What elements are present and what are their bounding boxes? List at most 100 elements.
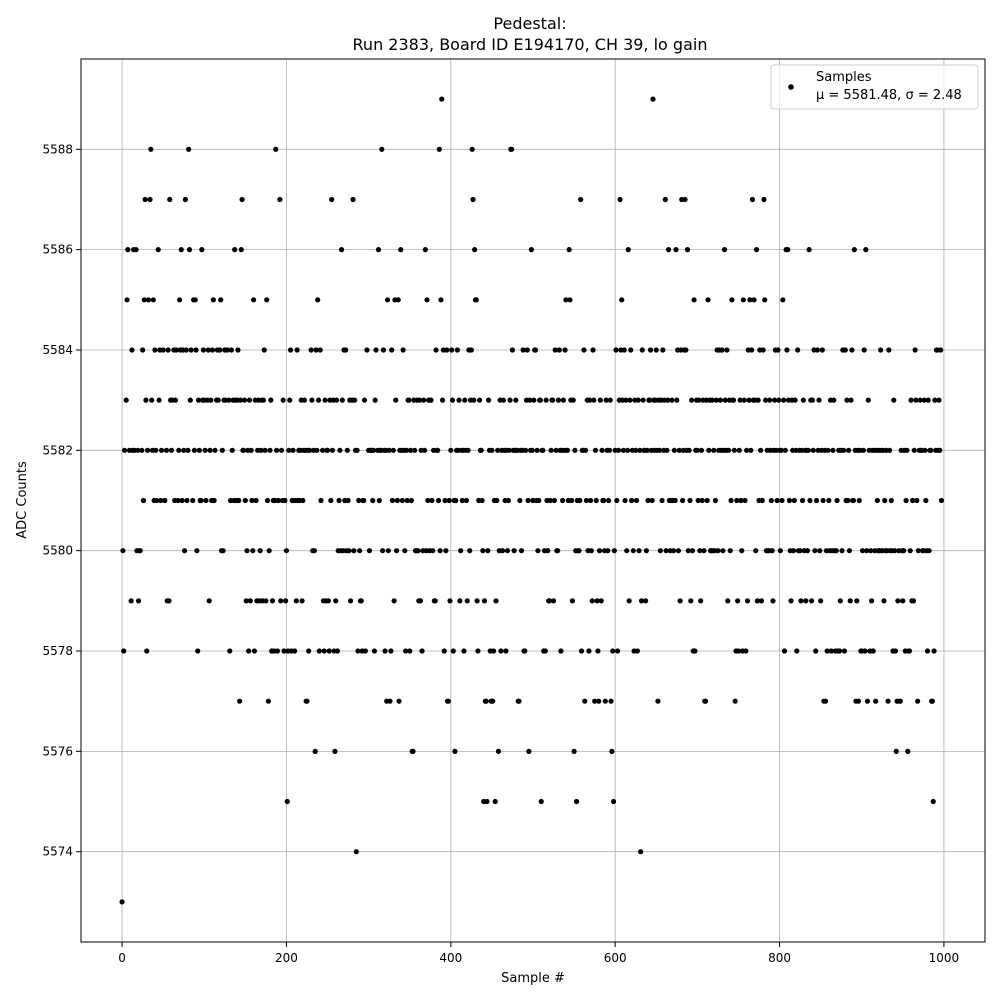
data-point: [542, 648, 548, 654]
data-point: [868, 598, 875, 604]
data-point: [626, 598, 632, 604]
data-point: [332, 748, 338, 754]
data-point: [691, 297, 697, 303]
data-point: [860, 447, 866, 453]
data-point: [559, 497, 566, 504]
data-point: [929, 698, 936, 704]
data-point: [755, 397, 761, 403]
data-point: [329, 196, 335, 203]
data-point: [407, 648, 413, 654]
data-point: [546, 598, 553, 604]
data-point: [322, 397, 328, 403]
data-point: [430, 548, 436, 554]
data-point: [524, 347, 530, 353]
data-point: [380, 548, 386, 554]
x-tick-label: 400: [439, 951, 462, 965]
data-point: [818, 598, 824, 604]
data-point: [447, 598, 453, 604]
data-point: [602, 698, 608, 704]
data-point: [855, 698, 862, 704]
data-point: [725, 447, 732, 453]
data-point: [685, 548, 691, 554]
data-point: [478, 447, 484, 453]
data-point: [336, 497, 342, 504]
data-point: [522, 648, 528, 654]
data-point: [749, 196, 756, 203]
data-point: [142, 196, 148, 203]
data-point: [449, 347, 455, 353]
data-point: [910, 598, 917, 604]
data-point: [638, 849, 644, 855]
data-point: [760, 347, 766, 353]
data-point: [121, 648, 127, 654]
data-point: [731, 447, 737, 453]
data-point: [729, 297, 735, 303]
data-point: [191, 447, 198, 453]
data-point: [567, 297, 573, 303]
data-point: [610, 648, 616, 654]
data-point: [784, 347, 790, 353]
data-point: [740, 297, 746, 303]
data-point: [135, 598, 142, 604]
data-point: [450, 648, 456, 654]
data-point: [284, 798, 290, 805]
data-point: [407, 447, 414, 453]
data-point: [804, 548, 811, 554]
data-point: [236, 497, 242, 504]
data-point: [192, 297, 198, 303]
data-point: [692, 648, 698, 654]
data-point: [633, 497, 640, 504]
data-point: [448, 447, 454, 453]
data-point: [900, 598, 906, 604]
x-tick-label: 200: [275, 951, 298, 965]
data-point: [503, 648, 509, 654]
data-point: [417, 598, 424, 604]
data-point: [507, 397, 513, 403]
data-point: [481, 598, 488, 604]
data-point: [683, 347, 689, 353]
data-point: [781, 397, 787, 403]
data-point: [732, 698, 738, 704]
data-point: [195, 397, 202, 403]
data-point: [824, 648, 830, 654]
data-point: [566, 247, 572, 253]
data-point: [274, 648, 281, 654]
data-point: [833, 548, 839, 554]
data-point: [454, 347, 460, 353]
data-point: [809, 397, 816, 403]
data-point: [535, 548, 541, 554]
data-point: [589, 598, 595, 604]
data-point: [776, 397, 782, 403]
data-point: [785, 247, 791, 253]
data-point: [391, 598, 397, 604]
data-point: [300, 497, 306, 504]
data-point: [399, 497, 405, 504]
data-point: [655, 698, 661, 704]
data-point: [606, 497, 612, 504]
data-point: [376, 497, 382, 504]
chart-title-line-1: Pedestal:: [493, 14, 566, 33]
data-point: [286, 447, 292, 453]
data-point: [562, 347, 568, 353]
legend-box: [770, 64, 979, 110]
data-point: [379, 146, 385, 152]
data-point: [416, 397, 423, 403]
data-point: [637, 447, 643, 453]
data-point: [720, 548, 726, 554]
data-point: [587, 497, 594, 504]
data-point: [182, 196, 188, 203]
data-point: [735, 598, 741, 604]
data-point: [144, 648, 150, 654]
data-point: [527, 397, 533, 403]
data-point: [176, 447, 182, 453]
data-point: [389, 497, 396, 504]
data-point: [435, 497, 442, 504]
data-point: [744, 447, 750, 453]
data-point: [540, 447, 546, 453]
data-point: [630, 548, 636, 554]
data-point: [578, 196, 584, 203]
data-point: [241, 447, 247, 453]
data-point: [738, 497, 744, 504]
data-point: [314, 447, 320, 453]
data-point: [492, 798, 498, 805]
